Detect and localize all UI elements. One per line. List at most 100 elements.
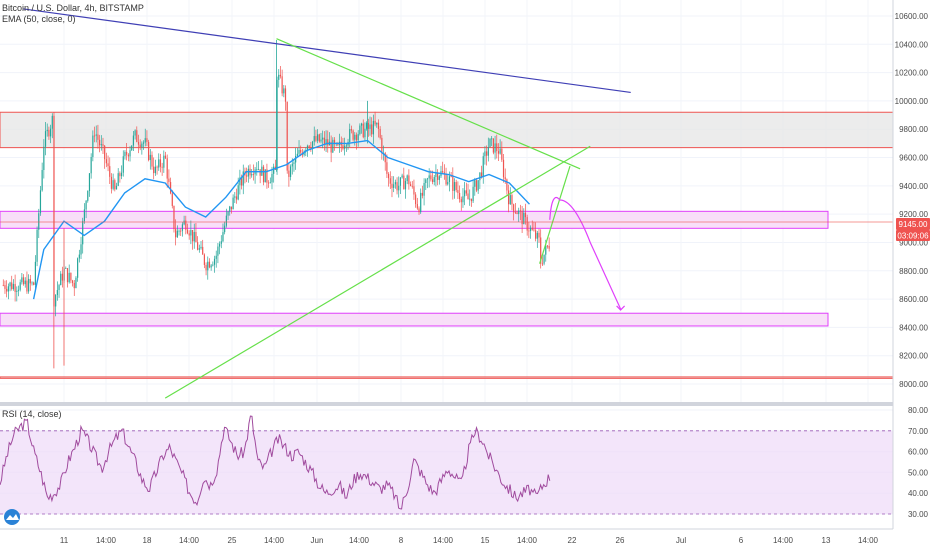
candle-body (169, 182, 172, 194)
candle-body (95, 134, 97, 136)
candle-body (528, 230, 530, 232)
candle-body (492, 138, 494, 153)
candle-body (7, 286, 9, 292)
rsi-scale-labels: 80.00 70.00 60.00 50.00 40.00 30.00 (908, 406, 929, 519)
candle-body (142, 142, 145, 144)
ema-legend[interactable]: EMA (50, close, 0) (2, 14, 76, 24)
price-scale[interactable] (893, 0, 932, 550)
candle-body (293, 162, 295, 164)
candle-body (153, 166, 155, 174)
candle-body (126, 151, 128, 155)
candle-body (529, 227, 532, 232)
candle-body (494, 143, 496, 153)
candle-body (320, 139, 322, 142)
candle-body (509, 195, 511, 205)
candle-body (372, 120, 374, 135)
rsi-scale-label: 80.00 (908, 406, 929, 415)
candle-body (487, 147, 489, 156)
candle-body (519, 210, 522, 212)
candle-body (191, 229, 194, 242)
candle-body (14, 283, 16, 292)
candle-body (377, 122, 380, 129)
candle-body (401, 175, 403, 178)
candle-body (19, 282, 21, 290)
candle-body (193, 232, 195, 242)
candle-body (526, 217, 528, 231)
price-scale-label: 9600.00 (899, 154, 928, 163)
candle-body (188, 233, 190, 236)
candle-body (413, 186, 415, 195)
candle-body (44, 131, 47, 147)
tradingview-logo[interactable] (4, 509, 20, 525)
symbol-title[interactable]: Bitcoin / U.S. Dollar, 4h, BITSTAMP (2, 3, 144, 13)
time-axis-label: 26 (616, 536, 625, 545)
candle-body (262, 166, 265, 183)
candle-body (388, 173, 390, 179)
candle-body (132, 135, 135, 146)
rsi-legend[interactable]: RSI (14, close) (2, 409, 62, 419)
candle-body (475, 180, 478, 191)
candle-body (178, 230, 180, 232)
candle-body (225, 215, 227, 226)
green-trendline[interactable] (276, 38, 581, 170)
candle-body (124, 151, 126, 157)
candle-body (73, 282, 75, 289)
candle-body (181, 224, 184, 231)
candle-body (295, 155, 297, 163)
candle-body (156, 166, 158, 168)
candle-body (176, 230, 178, 238)
price-scale-label: 10400.00 (895, 40, 929, 49)
candle-body (129, 150, 131, 157)
candle-body (497, 151, 500, 154)
time-axis-label: 14:00 (433, 536, 454, 545)
candle-body (50, 128, 52, 137)
candle-body (87, 190, 89, 201)
candle-body (430, 175, 432, 180)
price-scale-label: 10000.00 (895, 97, 929, 106)
green-trendline[interactable] (164, 145, 591, 399)
support-zone[interactable] (0, 210, 829, 229)
candle-body (158, 159, 160, 168)
candle-body (186, 229, 189, 234)
candle-body (355, 134, 358, 141)
candle-body (484, 151, 486, 157)
green-trendline[interactable] (539, 165, 571, 264)
main-pane[interactable] (0, 0, 893, 402)
candle-body (411, 185, 413, 187)
candle-body (224, 225, 226, 233)
candle-body (137, 141, 140, 145)
candle-body (17, 289, 20, 291)
candle-body (70, 272, 72, 281)
resistance-zone[interactable] (0, 376, 894, 379)
candle-body (180, 230, 182, 232)
blue-trendline[interactable] (23, 8, 631, 94)
candle-body (404, 181, 407, 190)
candle-body (521, 210, 523, 225)
candle-body (212, 264, 214, 266)
candle-body (105, 159, 107, 164)
candle-body (164, 155, 167, 159)
candle-body (256, 169, 258, 171)
time-axis-label: 11 (60, 536, 69, 545)
candle-body (168, 178, 170, 183)
candle-body (251, 174, 253, 176)
candle-body (496, 143, 498, 152)
support-zone[interactable] (0, 312, 829, 327)
candle-body (127, 154, 129, 157)
price-scale-label: 9800.00 (899, 125, 928, 134)
candle-body (239, 177, 241, 186)
candle-body (543, 254, 545, 264)
candle-body (257, 169, 260, 171)
candle-body (16, 290, 18, 292)
candle-body (39, 190, 42, 214)
time-axis-label: 15 (481, 536, 490, 545)
candle-body (421, 192, 423, 196)
candle-body (386, 162, 388, 174)
candle-body (502, 159, 505, 178)
candle-body (403, 175, 405, 190)
candle-body (115, 185, 118, 190)
pane-separator[interactable] (0, 402, 893, 406)
rsi-scale-label: 50.00 (908, 468, 929, 477)
candle-body (426, 178, 429, 180)
